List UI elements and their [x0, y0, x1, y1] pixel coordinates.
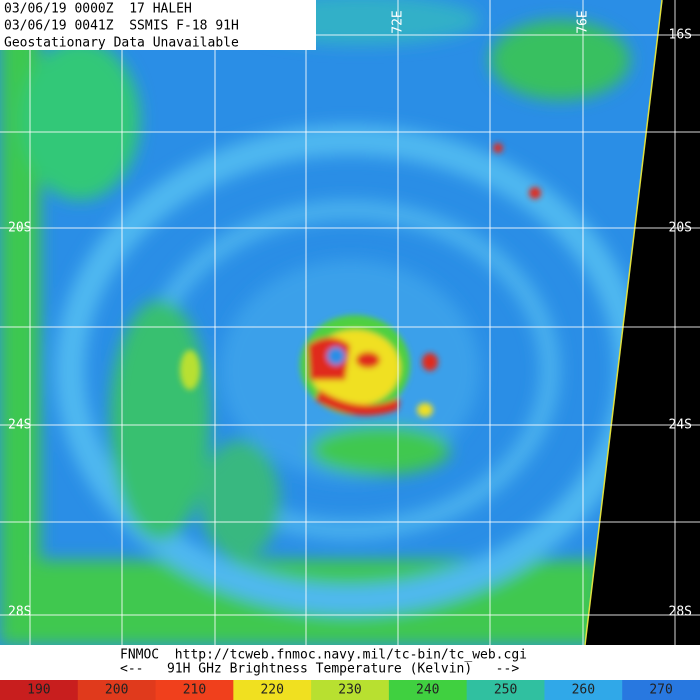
colorbar-label: 210 — [183, 683, 206, 698]
colorbar: 190 200 210 220 230 240 250 260 270 — [0, 680, 700, 700]
footer-line: FNMOC http://tcweb.fnmoc.navy.mil/tc-bin… — [120, 648, 527, 663]
header-box — [0, 0, 316, 50]
colorbar-label: 220 — [260, 683, 283, 698]
lat-label: 24S — [8, 418, 31, 433]
colorbar-segment — [622, 680, 700, 700]
colorbar-segment — [77, 680, 157, 700]
colorbar-label: 190 — [27, 683, 50, 698]
colorbar-segment — [233, 680, 312, 700]
lat-label: 20S — [8, 221, 31, 236]
lat-label: 24S — [669, 418, 692, 433]
colorbar-segment — [544, 680, 623, 700]
footer-line: <-- 91H GHz Brightness Temperature (Kelv… — [120, 662, 519, 677]
colorbar-label: 200 — [105, 683, 128, 698]
colorbar-segment — [155, 680, 234, 700]
colorbar-segment — [388, 680, 468, 700]
colorbar-segment — [311, 680, 390, 700]
colorbar-segment — [0, 680, 79, 700]
colorbar-label: 250 — [494, 683, 517, 698]
header-line: 03/06/19 0000Z 17 HALEH — [4, 2, 192, 17]
colorbar-label: 260 — [572, 683, 595, 698]
lat-label: 28S — [669, 605, 692, 620]
colorbar-label: 230 — [338, 683, 361, 698]
colorbar-segment — [466, 680, 545, 700]
lat-label: 20S — [669, 221, 692, 236]
colorbar-label: 270 — [649, 683, 672, 698]
lon-label: 76E — [576, 10, 591, 33]
colorbar-label: 240 — [416, 683, 439, 698]
imagery — [0, 0, 700, 646]
lon-label: 72E — [391, 10, 406, 33]
lat-label: 28S — [8, 605, 31, 620]
header-line: 03/06/19 0041Z SSMIS F-18 91H — [4, 19, 239, 34]
header-line: Geostationary Data Unavailable — [4, 36, 239, 51]
lat-label: 16S — [669, 28, 692, 43]
